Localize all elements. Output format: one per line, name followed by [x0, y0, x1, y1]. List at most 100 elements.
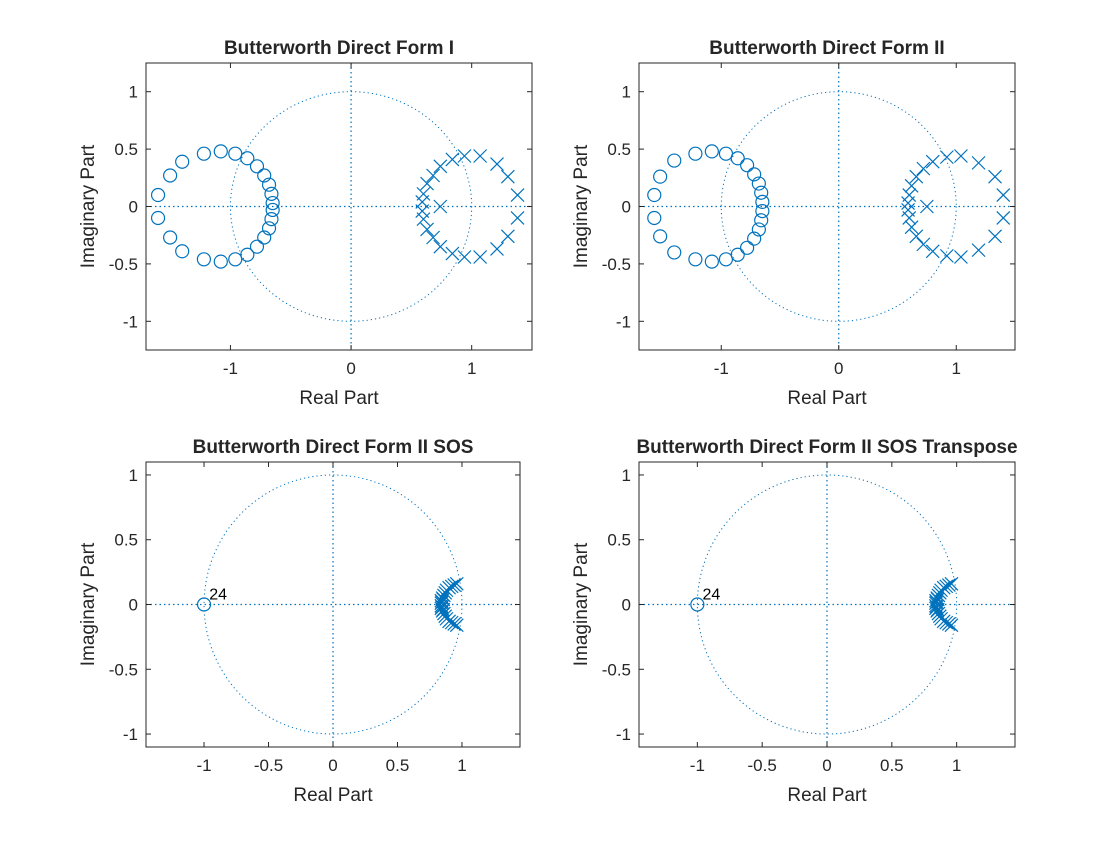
x-tick-label: 1: [457, 756, 466, 775]
pole-marker: [901, 196, 915, 210]
pole-marker: [930, 592, 945, 607]
y-axis-label: Imaginary Part: [78, 144, 99, 268]
pole-marker: [925, 244, 940, 259]
zero-marker: [647, 210, 662, 226]
unit-circle: [696, 474, 958, 735]
x-tick-label: -1: [196, 756, 211, 775]
pole-marker: [971, 243, 986, 258]
x-tick-label: 0.5: [880, 756, 904, 775]
y-tick-label: 1: [622, 466, 631, 485]
zero-marker: [755, 194, 770, 210]
pole-marker: [925, 154, 940, 169]
x-axis-label: Real Part: [299, 388, 379, 409]
pole-marker: [971, 155, 986, 170]
x-axis-label: Real Part: [787, 785, 867, 806]
x-tick-label: -0.5: [748, 756, 777, 775]
axes-box: [638, 461, 1016, 748]
x-tick-label: -1: [690, 756, 705, 775]
zero-marker: [213, 254, 228, 269]
y-axis-label: Imaginary Part: [571, 542, 592, 666]
zero-marker: [163, 230, 178, 245]
multiplicity-label: 24: [209, 586, 227, 603]
zero-marker: [730, 247, 745, 262]
pole-marker: [433, 239, 448, 254]
pole-marker: [996, 188, 1011, 202]
y-tick-label: 1: [129, 466, 138, 485]
pole-marker: [944, 618, 959, 633]
pole-marker: [988, 169, 1002, 184]
pole-marker: [500, 169, 515, 184]
zero-marker: [747, 231, 762, 246]
pole-marker: [934, 583, 949, 598]
chart-title: Butterworth Direct Form II SOS Transpose: [636, 437, 1017, 458]
zero-marker: [249, 239, 265, 254]
pole-marker: [500, 229, 515, 244]
zero-marker: [667, 245, 682, 260]
zero-marker: [704, 254, 719, 269]
zero-marker: [667, 153, 682, 168]
zero-marker: [240, 151, 255, 166]
y-axis-label: Imaginary Part: [78, 542, 99, 666]
zero-marker: [228, 146, 243, 161]
pole-marker: [490, 157, 504, 171]
y-axis-label: Imaginary Part: [571, 144, 592, 268]
zero-marker: [739, 240, 755, 255]
y-tick-label: -0.5: [109, 255, 138, 274]
zero-marker: [257, 230, 272, 245]
zero-marker: [265, 202, 280, 218]
zero-marker: [150, 187, 166, 203]
chart-title: Butterworth Direct Form II: [709, 38, 944, 59]
pole-marker: [916, 237, 931, 252]
pole-marker: [420, 222, 434, 237]
pole-marker: [919, 199, 934, 214]
pole-marker: [445, 152, 460, 167]
pole-marker: [457, 149, 472, 163]
zero-marker: [196, 252, 211, 267]
pole-marker: [901, 203, 915, 217]
zero-marker: [730, 151, 745, 166]
pole-marker: [473, 149, 488, 163]
x-tick-label: 0: [328, 756, 337, 775]
zero-marker: [754, 185, 769, 200]
y-tick-label: 1: [622, 83, 631, 102]
zero-marker: [264, 186, 279, 201]
zero-marker: [264, 212, 279, 227]
y-tick-label: 0.5: [114, 531, 138, 550]
y-tick-label: 1: [129, 83, 138, 102]
x-tick-label: 0: [834, 359, 843, 378]
zero-marker: [754, 213, 769, 228]
zero-marker: [751, 176, 766, 191]
y-tick-label: 0: [129, 198, 138, 217]
pole-marker: [439, 611, 454, 626]
pole-marker: [445, 246, 460, 261]
zero-marker: [175, 154, 190, 169]
zero-marker: [240, 247, 255, 262]
pole-marker: [944, 576, 959, 591]
zero-marker: [196, 597, 212, 612]
y-tick-label: -0.5: [109, 660, 138, 679]
pole-marker: [426, 230, 441, 245]
pole-marker: [449, 576, 464, 591]
y-tick-label: -1: [616, 312, 631, 331]
pole-marker: [433, 159, 448, 174]
zero-marker: [261, 177, 277, 192]
zero-marker: [228, 252, 243, 267]
zero-marker: [265, 195, 280, 211]
pole-marker: [904, 220, 919, 235]
pole-marker: [420, 176, 434, 191]
x-tick-label: 1: [952, 756, 961, 775]
pole-marker: [954, 149, 968, 163]
zero-marker: [755, 203, 770, 219]
zero-marker: [261, 221, 277, 236]
zplane-panel-3: -1 -0.5 0 0.5 1 -1 -0.5 0 0.5 1 Butterworth Direct…: [78, 437, 521, 806]
zero-marker: [653, 229, 668, 244]
pole-marker: [939, 150, 954, 165]
x-tick-label: -0.5: [254, 756, 283, 775]
zero-marker: [163, 168, 178, 183]
zero-marker: [257, 168, 272, 183]
zero-marker: [653, 169, 668, 184]
x-tick-label: 1: [467, 359, 476, 378]
zero-marker: [690, 597, 705, 612]
x-tick-label: -1: [223, 359, 238, 378]
